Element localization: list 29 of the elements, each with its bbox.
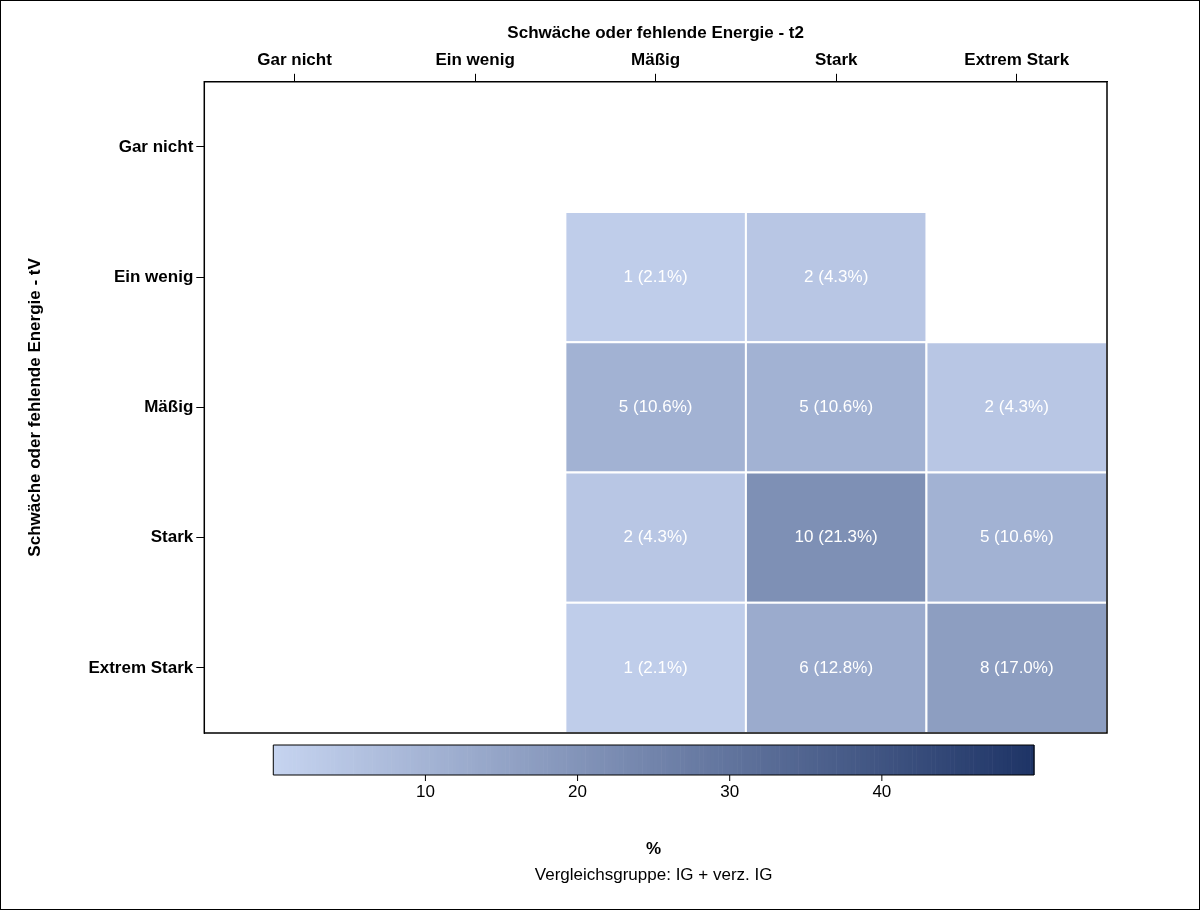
data-label: 1 (2.1%) bbox=[623, 266, 688, 286]
x-axis-title: Schwäche oder fehlende Energie - t2 bbox=[507, 22, 804, 42]
data-label: 5 (10.6%) bbox=[799, 397, 874, 417]
data-label: 1 (2.1%) bbox=[623, 657, 688, 677]
x-tick-label: Stark bbox=[814, 50, 858, 70]
color-bar-label: 30 bbox=[720, 782, 740, 802]
data-label: 5 (10.6%) bbox=[618, 397, 693, 417]
y-tick-label: Gar nicht bbox=[118, 136, 194, 156]
data-label: 8 (17.0%) bbox=[979, 657, 1054, 677]
data-label: 2 (4.3%) bbox=[623, 527, 688, 547]
color-bar-label: 20 bbox=[568, 782, 588, 802]
data-label: 6 (12.8%) bbox=[799, 657, 874, 677]
y-tick-label: Ein wenig bbox=[113, 266, 194, 286]
color-bar-label: 40 bbox=[872, 782, 892, 802]
data-label: 10 (21.3%) bbox=[794, 527, 878, 547]
x-tick-label: Gar nicht bbox=[257, 50, 333, 70]
color-bar-label: 10 bbox=[415, 782, 435, 802]
text: Vergleichsgruppe: IG + verz. IG bbox=[534, 865, 773, 885]
data-label: 5 (10.6%) bbox=[979, 527, 1054, 547]
data-label: 2 (4.3%) bbox=[984, 397, 1049, 417]
x-tick-label: Ein wenig bbox=[435, 50, 515, 70]
x-tick-label: Extrem Stark bbox=[964, 50, 1070, 70]
y-tick-label: Extrem Stark bbox=[88, 657, 194, 677]
y-tick-label: Stark bbox=[150, 527, 194, 547]
x-tick-label: Mäßig bbox=[631, 50, 681, 70]
y-axis-title: Schwäche oder fehlende Energie - tV bbox=[24, 257, 44, 557]
data-label: 2 (4.3%) bbox=[804, 266, 869, 286]
color-bar-title: % bbox=[646, 839, 662, 859]
y-tick-label: Mäßig bbox=[144, 397, 194, 417]
